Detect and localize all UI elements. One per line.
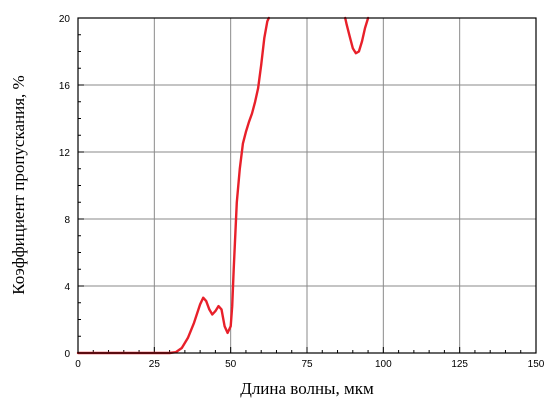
x-tick-label: 75 — [301, 359, 313, 370]
grid — [78, 18, 536, 353]
y-tick-label: 4 — [64, 282, 70, 293]
x-tick-label: 150 — [528, 359, 544, 370]
y-axis-label: Коэффициент пропускания, % — [9, 75, 28, 294]
series-group — [76, 16, 370, 355]
x-tick-label: 125 — [451, 359, 468, 370]
x-tick-label: 50 — [225, 359, 237, 370]
series-line — [344, 16, 370, 55]
y-tick-label: 16 — [59, 81, 71, 92]
x-tick-label: 0 — [75, 359, 81, 370]
y-tick-labels: 0 4 8 12 16 20 — [59, 14, 71, 360]
series-line — [76, 16, 270, 355]
x-axis-label: Длина волны, мкм — [240, 379, 374, 398]
y-tick-label: 20 — [59, 14, 71, 25]
x-tick-labels: 0 25 50 75 100 125 150 — [75, 359, 544, 370]
y-tick-label: 8 — [64, 215, 70, 226]
x-tick-label: 100 — [375, 359, 392, 370]
x-tick-label: 25 — [149, 359, 161, 370]
y-tick-label: 12 — [59, 148, 71, 159]
plot-frame — [77, 17, 537, 354]
y-tick-label: 0 — [64, 349, 70, 360]
